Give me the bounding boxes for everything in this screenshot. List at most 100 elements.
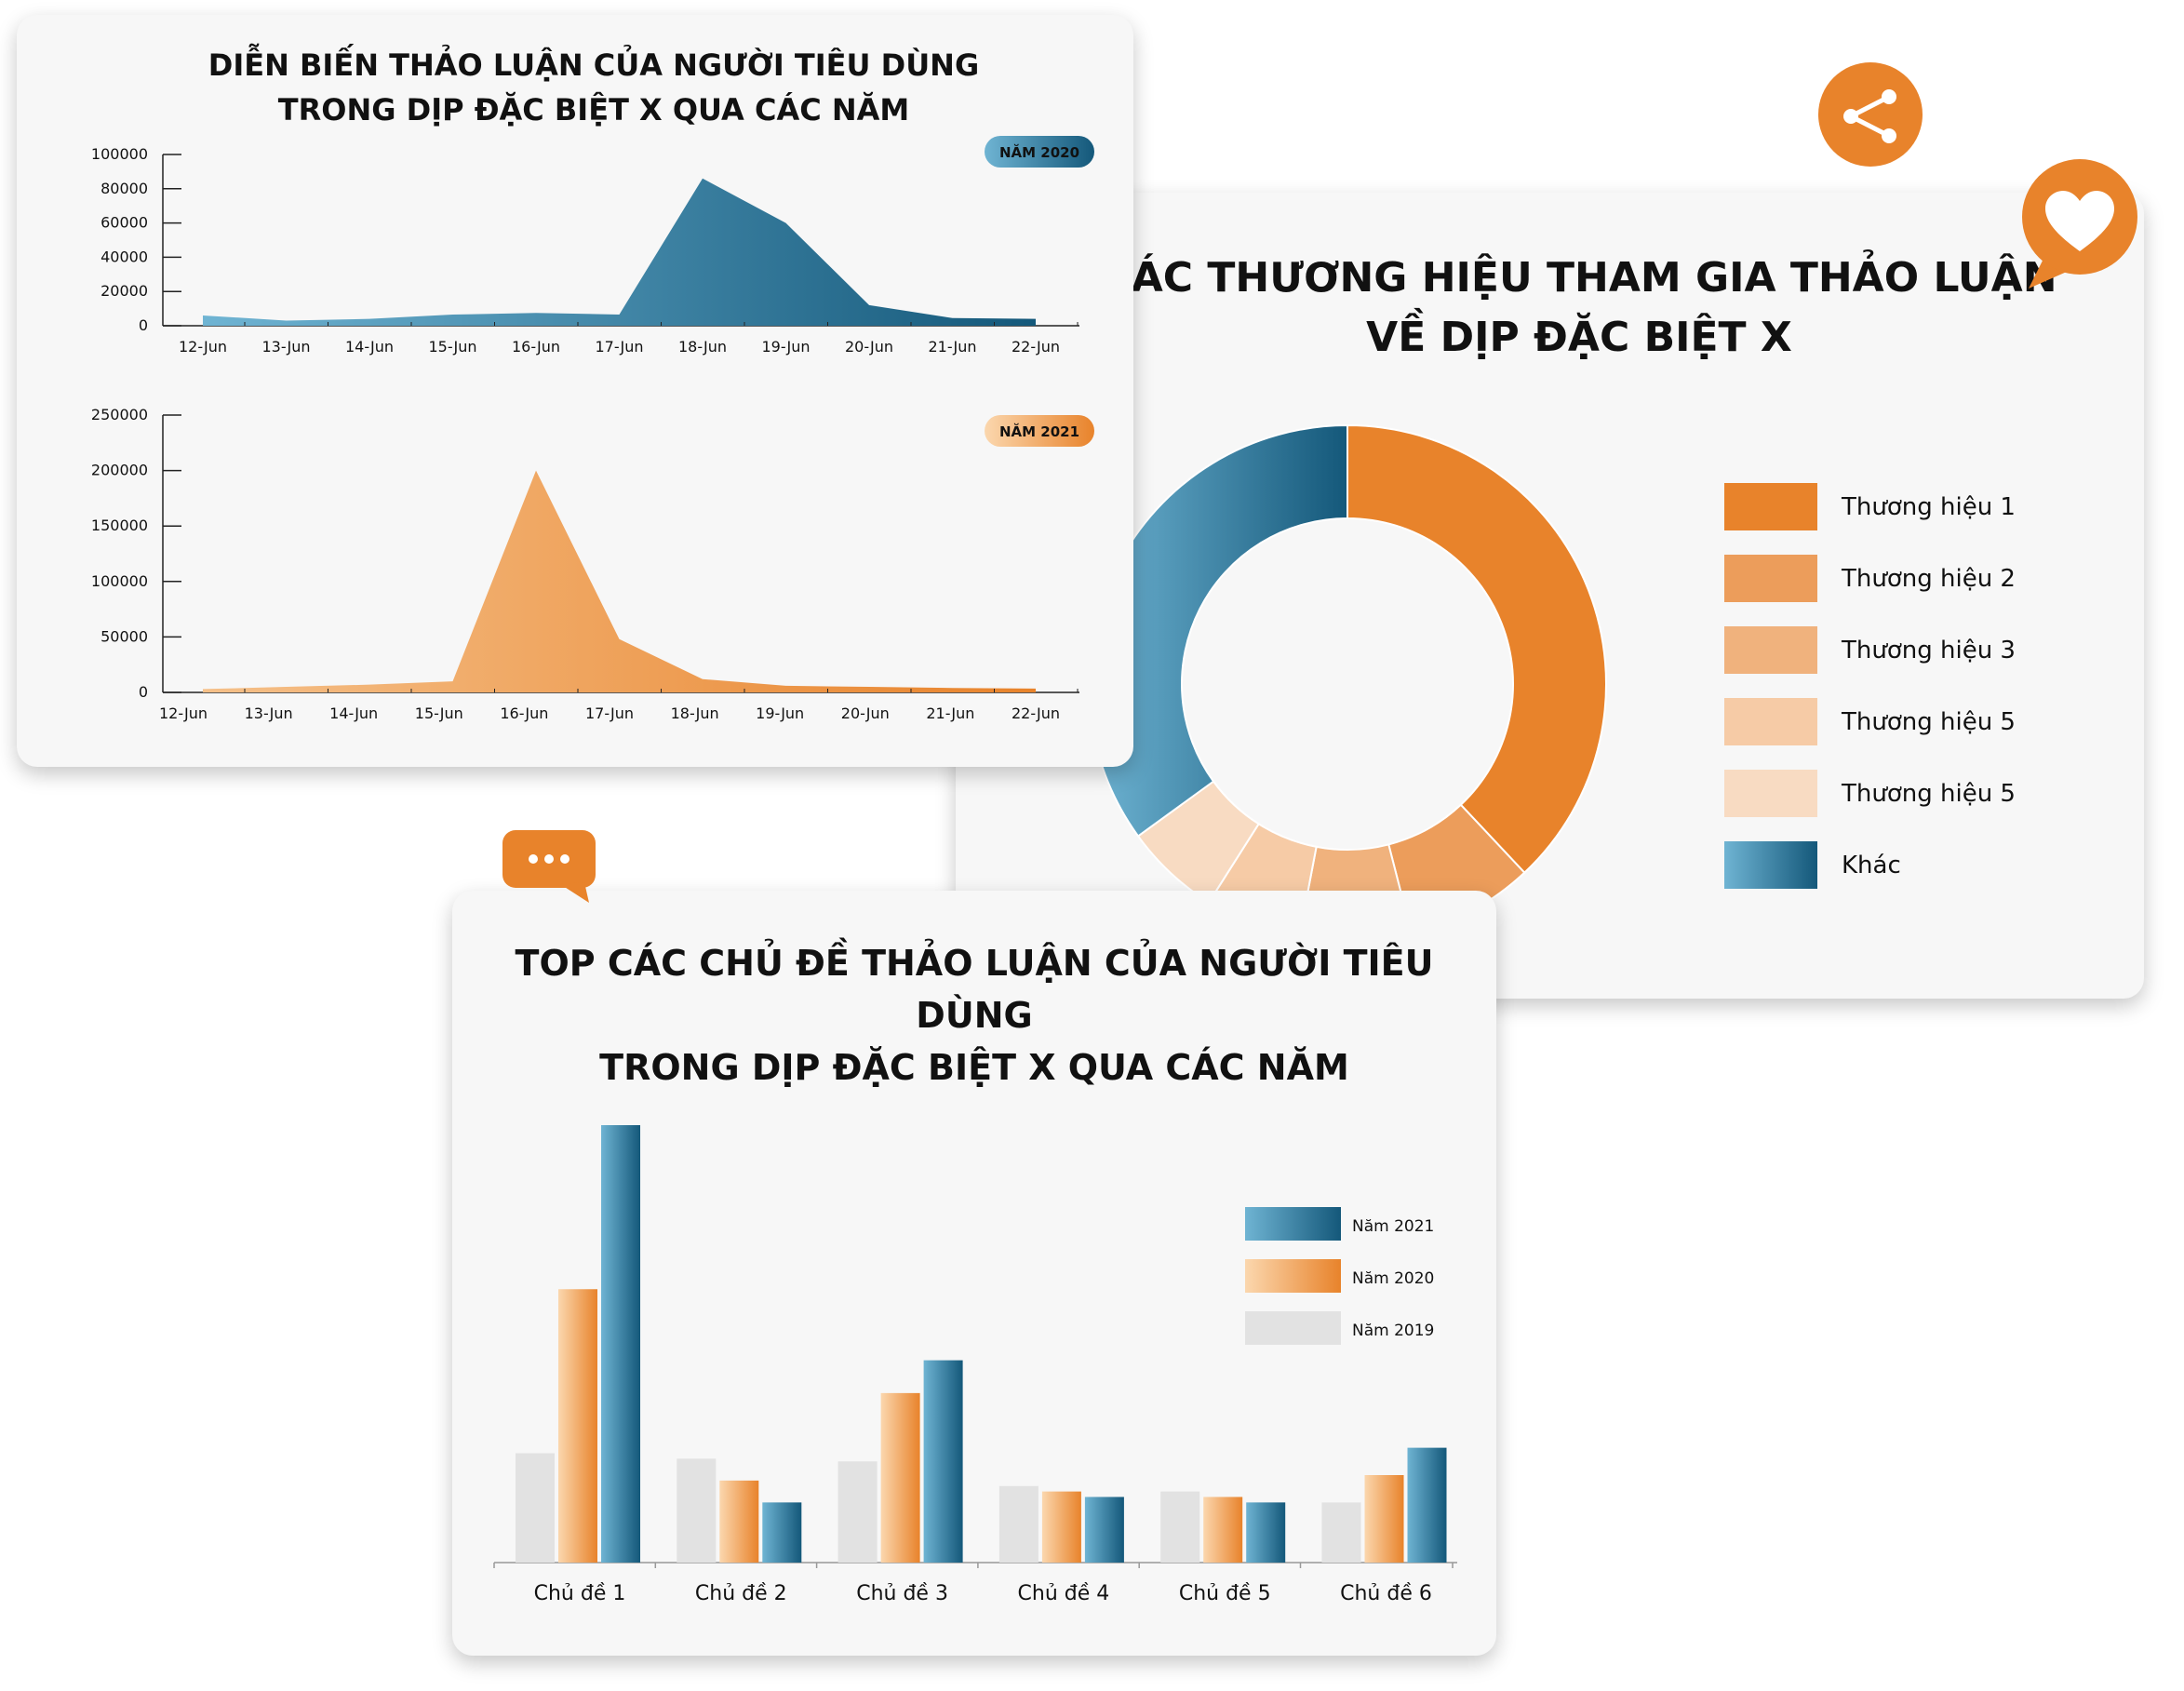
y-tick-label: 0 bbox=[139, 683, 148, 701]
y-tick-label: 150000 bbox=[91, 517, 148, 534]
brand-chart-title: CÁC THƯƠNG HIỆU THAM GIA THẢO LUẬN VỀ DỊ… bbox=[1095, 248, 2063, 368]
bar bbox=[601, 1125, 640, 1563]
area-panel-0: 100000 80000 60000 40000 20000 0 12-Jun 13-Jun 1… bbox=[91, 136, 1094, 356]
legend-swatch bbox=[1245, 1207, 1341, 1241]
bar bbox=[837, 1461, 878, 1563]
bar-group bbox=[998, 1485, 1124, 1563]
legend-swatch bbox=[1724, 483, 1817, 530]
x-tick-label: Chủ đề 3 bbox=[856, 1582, 948, 1605]
bar bbox=[1407, 1447, 1447, 1563]
bar bbox=[998, 1485, 1038, 1563]
bar bbox=[1364, 1475, 1404, 1563]
year-badge: NĂM 2021 bbox=[985, 415, 1094, 447]
y-tick-label: 50000 bbox=[100, 627, 148, 645]
year-badge: NĂM 2020 bbox=[985, 136, 1094, 168]
bar bbox=[516, 1453, 555, 1563]
discussion-trend-card: 100000 80000 60000 40000 20000 0 12-Jun 13-Jun 1… bbox=[17, 15, 1133, 767]
legend-label: Thương hiệu 2 bbox=[1841, 565, 2016, 593]
topics-chart-title: TOP CÁC CHỦ ĐỀ THẢO LUẬN CỦA NGƯỜI TIÊU … bbox=[471, 937, 1478, 1094]
year-badge-shape bbox=[985, 415, 1094, 447]
bar bbox=[1321, 1502, 1361, 1563]
x-tick-label: 20-Jun bbox=[841, 705, 890, 722]
x-tick-label: 14-Jun bbox=[329, 705, 378, 722]
x-tick-label: 20-Jun bbox=[845, 338, 893, 356]
legend-item: Thương hiệu 5 bbox=[1724, 770, 2016, 817]
trend-chart-title: DIỄN BIẾN THẢO LUẬN CỦA NGƯỜI TIÊU DÙNG … bbox=[128, 43, 1059, 132]
bar bbox=[1203, 1496, 1243, 1563]
brand-share-card: Thương hiệu 1 Thương hiệu 2 Thương hiệu 3 T… bbox=[956, 193, 2144, 999]
y-tick-label: 100000 bbox=[91, 572, 148, 590]
x-tick-label: 12-Jun bbox=[159, 705, 208, 722]
x-tick-label: 18-Jun bbox=[678, 338, 727, 356]
donut-slices bbox=[1088, 423, 1607, 944]
legend-item: Thương hiệu 1 bbox=[1724, 483, 2016, 530]
heart-icon bbox=[2010, 158, 2150, 298]
area-series bbox=[203, 178, 1036, 326]
year-badge-label: NĂM 2021 bbox=[999, 423, 1079, 440]
legend-item: Thương hiệu 3 bbox=[1724, 626, 2016, 674]
legend-swatch bbox=[1724, 770, 1817, 817]
bar bbox=[1160, 1491, 1200, 1563]
bar-group bbox=[677, 1458, 802, 1563]
x-tick-label: 16-Jun bbox=[500, 705, 548, 722]
legend-label: Năm 2021 bbox=[1352, 1217, 1434, 1236]
trend-title-line2: TRONG DỊP ĐẶC BIỆT X QUA CÁC NĂM bbox=[277, 92, 910, 127]
bar-group bbox=[516, 1125, 640, 1563]
y-tick-label: 250000 bbox=[91, 406, 148, 423]
y-tick-label: 20000 bbox=[100, 282, 148, 300]
legend-label: Thương hiệu 1 bbox=[1841, 493, 2016, 521]
x-tick-label: 21-Jun bbox=[928, 338, 976, 356]
legend-label: Thương hiệu 5 bbox=[1841, 780, 2016, 808]
bar bbox=[1041, 1491, 1081, 1563]
topics-title-line1: TOP CÁC CHỦ ĐỀ THẢO LUẬN CỦA NGƯỜI TIÊU … bbox=[515, 943, 1434, 1036]
legend-item: Năm 2020 bbox=[1245, 1259, 1434, 1293]
bar bbox=[719, 1480, 759, 1563]
legend-swatch bbox=[1724, 841, 1817, 889]
x-tick-label: 13-Jun bbox=[245, 705, 293, 722]
area-panel-1: 250000 200000 150000 100000 50000 0 12-Jun 13-J… bbox=[91, 406, 1094, 722]
year-badge-label: NĂM 2020 bbox=[999, 143, 1079, 161]
x-tick-label: 12-Jun bbox=[179, 338, 227, 356]
legend-swatch bbox=[1724, 698, 1817, 745]
legend-label: Thương hiệu 3 bbox=[1841, 637, 2016, 664]
x-tick-label: 21-Jun bbox=[926, 705, 974, 722]
trend-title-line1: DIỄN BIẾN THẢO LUẬN CỦA NGƯỜI TIÊU DÙNG bbox=[208, 47, 980, 83]
brand-title-line2: VỀ DỊP ĐẶC BIỆT X bbox=[1366, 314, 1792, 361]
bar bbox=[558, 1289, 597, 1563]
bar bbox=[923, 1360, 963, 1563]
bar bbox=[677, 1458, 717, 1563]
x-tick-label: Chủ đề 1 bbox=[534, 1582, 626, 1605]
x-tick-label: 18-Jun bbox=[671, 705, 719, 722]
x-tick-label: Chủ đề 4 bbox=[1018, 1582, 1110, 1605]
legend-swatch bbox=[1724, 555, 1817, 602]
bar bbox=[880, 1392, 920, 1563]
topics-bar-chart: Chủ đề 1 Chủ đề 2 Chủ đề 3 Chủ đề 4 Chủ đề 5… bbox=[493, 1125, 1457, 1605]
legend-swatch bbox=[1245, 1311, 1341, 1345]
x-tick-label: 13-Jun bbox=[261, 338, 310, 356]
legend-item: Thương hiệu 5 bbox=[1724, 698, 2016, 745]
x-tick-label: Chủ đề 2 bbox=[695, 1582, 787, 1605]
bar bbox=[762, 1502, 802, 1563]
legend-item: Khác bbox=[1724, 841, 1901, 889]
donut-slice-1 bbox=[1347, 423, 1607, 875]
x-tick-label: 15-Jun bbox=[428, 338, 476, 356]
y-tick-label: 40000 bbox=[100, 248, 148, 265]
bar bbox=[1084, 1496, 1124, 1563]
legend-label: Khác bbox=[1842, 852, 1901, 879]
x-tick-label: 19-Jun bbox=[761, 338, 810, 356]
top-topics-card: Chủ đề 1 Chủ đề 2 Chủ đề 3 Chủ đề 4 Chủ đề 5… bbox=[452, 891, 1496, 1656]
x-tick-label: 14-Jun bbox=[345, 338, 394, 356]
legend-swatch bbox=[1724, 626, 1817, 674]
x-tick-label: Chủ đề 5 bbox=[1179, 1582, 1271, 1605]
x-tick-label: 16-Jun bbox=[512, 338, 560, 356]
x-tick-label: 19-Jun bbox=[756, 705, 804, 722]
x-tick-label: 17-Jun bbox=[595, 338, 643, 356]
chat-icon bbox=[501, 828, 598, 905]
y-tick-label: 60000 bbox=[100, 214, 148, 232]
bar-group bbox=[1160, 1491, 1286, 1563]
area-series bbox=[203, 470, 1036, 692]
topics-title-line2: TRONG DỊP ĐẶC BIỆT X QUA CÁC NĂM bbox=[599, 1047, 1349, 1088]
x-tick-label: Chủ đề 6 bbox=[1340, 1582, 1432, 1605]
legend-label: Năm 2019 bbox=[1352, 1322, 1434, 1340]
